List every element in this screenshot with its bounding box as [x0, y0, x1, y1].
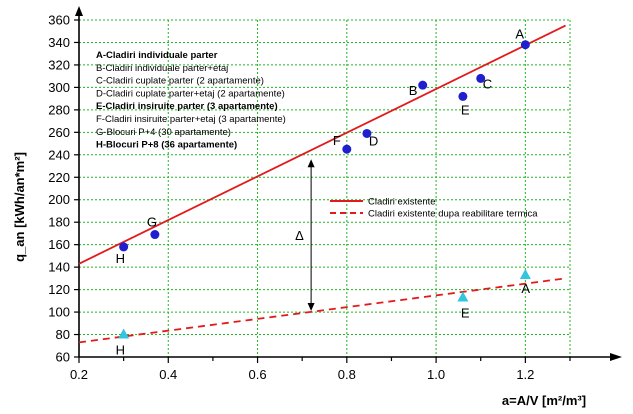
y-tick-label-10: 260 [48, 125, 70, 140]
y-tick-label-15: 360 [48, 13, 70, 28]
point-existing-E [458, 91, 468, 101]
y-tick-label-9: 240 [48, 147, 70, 162]
grid [79, 19, 571, 357]
point-label-rehabilitated-E: E [461, 305, 470, 320]
point-rehabilitated-E [457, 291, 469, 302]
point-label-existing-E: E [461, 102, 470, 117]
category-legend-item-2: C-Cladiri cuplate parter (2 apartamente) [96, 76, 264, 87]
category-legend-item-4: E-Cladiri insiruite parter (3 apartament… [96, 101, 278, 112]
point-existing-F [342, 144, 352, 154]
series-legend-label-1: Cladiri existente dupa reabilitare termi… [368, 209, 538, 220]
point-label-rehabilitated-A: A [521, 281, 530, 296]
point-label-existing-G: G [147, 215, 157, 230]
point-label-existing-A: A [515, 27, 524, 42]
point-label-existing-F: F [333, 133, 341, 148]
axis-labels: a=A/V [m²/m³] q_an [kWh/an*m²] [12, 152, 586, 408]
category-legend-item-3: D-Cladiri cuplate parter+etaj (2 apartam… [96, 88, 285, 99]
x-tick-label-1: 0.4 [159, 367, 177, 382]
x-axis-label: a=A/V [m²/m³] [502, 393, 586, 408]
point-label-existing-D: D [369, 133, 378, 148]
point-rehabilitated-H [118, 328, 130, 339]
point-existing-A [520, 40, 530, 50]
y-tick-label-4: 140 [48, 260, 70, 275]
category-legend-item-6: G-Blocuri P+4 (30 apartamente) [96, 127, 231, 138]
y-tick-label-7: 200 [48, 192, 70, 207]
point-label-existing-B: B [409, 83, 418, 98]
series-legend-label-0: Cladiri existente [368, 197, 436, 208]
category-legend-item-5: F-Cladiri insiruite parter+etaj (3 apart… [96, 114, 286, 125]
point-existing-D [362, 128, 372, 138]
y-tick-label-12: 300 [48, 80, 70, 95]
category-legend-item-7: H-Blocuri P+8 (36 apartamente) [96, 140, 237, 151]
trend-line-existing [78, 24, 566, 265]
trend-lines [78, 24, 566, 344]
y-axis-label: q_an [kWh/an*m²] [12, 152, 27, 262]
point-existing-G [150, 230, 160, 240]
point-existing-C [476, 73, 486, 83]
point-label-existing-H: H [116, 251, 125, 266]
delta-label: Δ [295, 228, 304, 243]
trend-line-rehabilitated [78, 277, 566, 344]
delta-arrow-head-bottom [307, 302, 315, 311]
axes [74, 6, 622, 363]
y-tick-label-1: 80 [56, 327, 70, 342]
y-tick-label-3: 120 [48, 282, 70, 297]
x-tick-label-4: 1.0 [427, 367, 445, 382]
point-existing-B [418, 80, 428, 90]
y-tick-label-0: 60 [56, 350, 70, 365]
y-tick-label-6: 180 [48, 215, 70, 230]
tick-labels: 60 80 100 120 140 160 180 200 220 240 260 280 300 320… [48, 13, 534, 383]
x-tick-label-2: 0.6 [249, 367, 267, 382]
data-points [118, 40, 531, 339]
y-tick-label-8: 220 [48, 170, 70, 185]
annotations: Δ [295, 159, 315, 311]
point-rehabilitated-A [519, 268, 531, 279]
y-tick-label-2: 100 [48, 305, 70, 320]
x-tick-label-3: 0.8 [338, 367, 356, 382]
y-tick-label-13: 320 [48, 57, 70, 72]
x-axis-arrow [610, 353, 622, 361]
point-existing-H [119, 242, 129, 252]
category-legend: A-Cladiri individuale parter B-Cladiri in… [96, 50, 286, 151]
y-tick-label-11: 280 [48, 102, 70, 117]
y-axis-arrow [75, 6, 83, 16]
point-label-existing-C: C [483, 76, 492, 91]
x-tick-label-5: 1.2 [516, 367, 534, 382]
category-legend-item-0: A-Cladiri individuale parter [96, 50, 218, 61]
point-label-rehabilitated-H: H [116, 343, 125, 358]
y-tick-label-5: 160 [48, 237, 70, 252]
x-tick-label-0: 0.2 [70, 367, 88, 382]
y-tick-label-14: 340 [48, 35, 70, 50]
category-legend-item-1: B-Cladiri individuale parter+etaj [96, 63, 228, 74]
delta-arrow-head-top [307, 159, 315, 168]
